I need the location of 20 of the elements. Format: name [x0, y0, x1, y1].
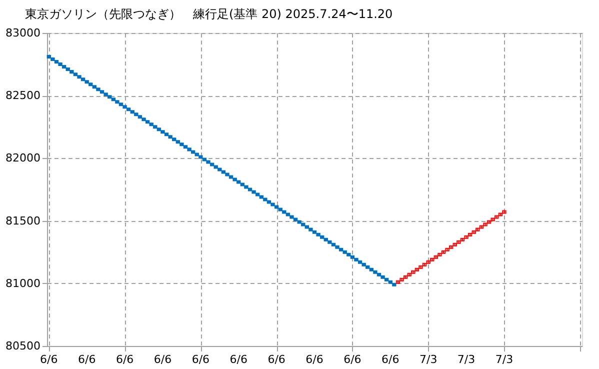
chart-title: 東京ガソリン（先限つなぎ） 練行足(基準 20) 2025.7.24〜11.20 — [25, 7, 393, 21]
x-tick-label: 6/6 — [78, 353, 96, 366]
x-tick-label: 6/6 — [40, 353, 58, 366]
x-tick-label: 6/6 — [192, 353, 210, 366]
x-tick-label: 7/3 — [495, 353, 514, 366]
x-tick-label: 6/6 — [154, 353, 172, 366]
y-tick-label: 80500 — [6, 340, 40, 352]
x-tick-label: 7/3 — [457, 353, 476, 366]
y-tick-label: 83000 — [6, 26, 40, 40]
x-tick-label: 6/6 — [382, 353, 400, 366]
x-tick-label: 6/6 — [306, 353, 324, 366]
y-tick-label: 81500 — [6, 214, 40, 228]
y-tick-label: 82500 — [6, 89, 40, 102]
x-tick-label: 6/6 — [116, 353, 134, 366]
y-tick-label: 81000 — [6, 276, 40, 290]
x-tick-label: 6/6 — [344, 353, 362, 366]
x-tick-label: 6/6 — [230, 353, 248, 366]
x-tick-label: 7/3 — [419, 353, 438, 366]
x-tick-label: 6/6 — [268, 353, 286, 366]
y-tick-label: 82000 — [6, 152, 40, 165]
